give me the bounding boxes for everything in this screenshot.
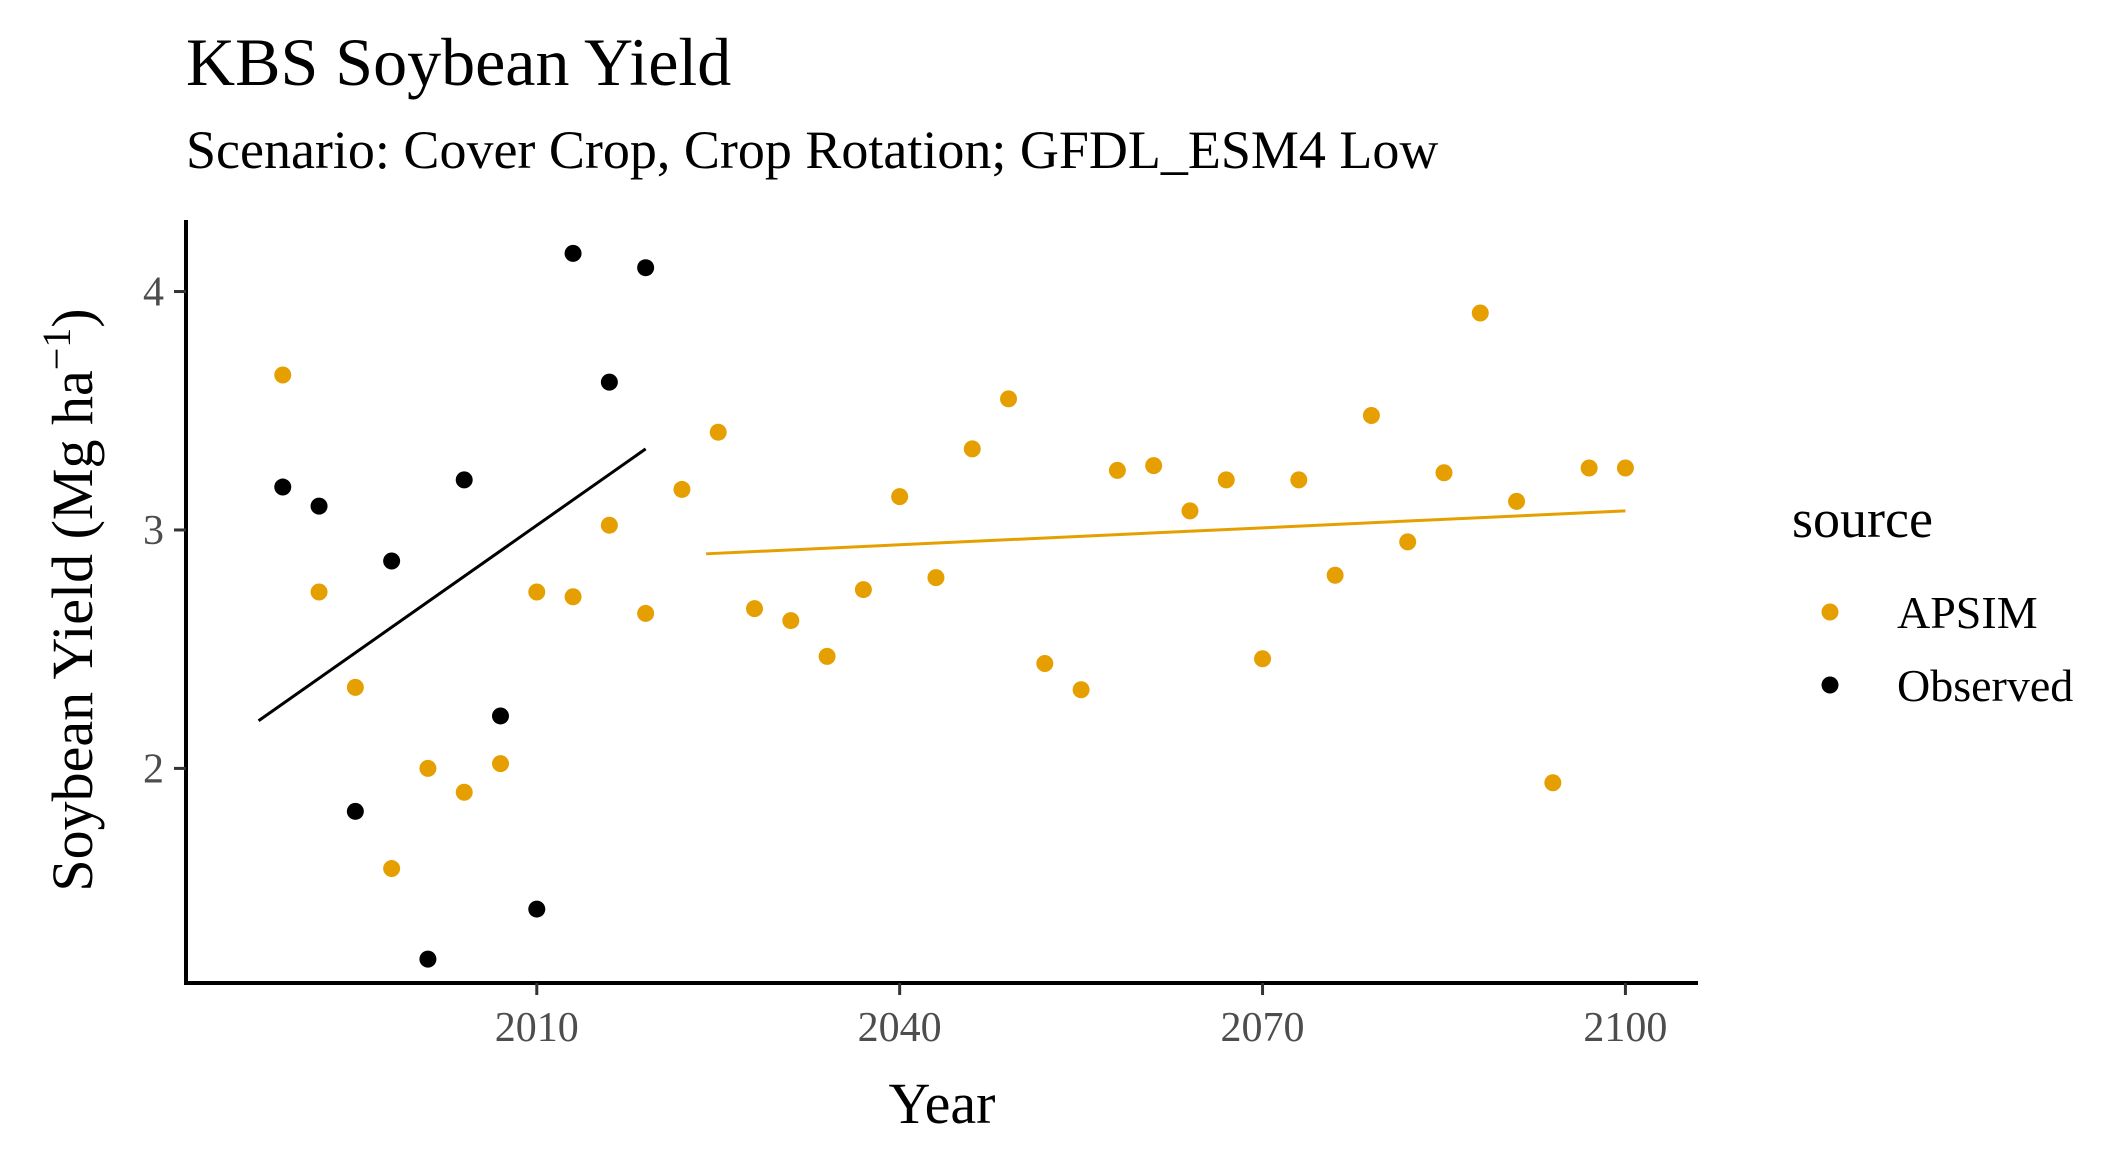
point-apsim	[491, 755, 509, 773]
point-apsim	[1544, 774, 1562, 792]
point-observed	[528, 900, 546, 918]
x-tick-label: 2010	[495, 1005, 579, 1051]
point-apsim	[1000, 390, 1018, 408]
y-axis-title-main: Soybean Yield (Mg ha	[40, 370, 105, 891]
point-apsim	[1145, 457, 1163, 475]
point-apsim	[564, 588, 582, 606]
point-apsim	[383, 860, 401, 878]
point-observed	[491, 707, 509, 725]
axis-ticks: 2010 2040 2070 2100 2 3 4	[143, 270, 1667, 1051]
point-apsim	[746, 600, 764, 618]
point-apsim	[274, 366, 292, 384]
legend-key-apsim	[1821, 603, 1839, 621]
chart-subtitle: Scenario: Cover Crop, Crop Rotation; GFD…	[186, 120, 1439, 180]
legend-title: source	[1792, 489, 1933, 549]
point-apsim	[927, 569, 945, 587]
point-observed	[346, 802, 364, 820]
point-apsim	[1072, 681, 1090, 699]
point-observed	[600, 373, 618, 391]
x-tick-label: 2070	[1221, 1005, 1305, 1051]
point-observed	[310, 497, 328, 515]
point-apsim	[1362, 407, 1380, 425]
point-observed	[383, 552, 401, 570]
legend: source APSIM Observed	[1792, 489, 2073, 711]
point-apsim	[455, 783, 473, 801]
y-tick-label: 4	[143, 270, 164, 316]
point-observed	[274, 478, 292, 496]
point-apsim	[310, 583, 328, 601]
point-apsim	[419, 759, 437, 777]
point-apsim	[346, 678, 364, 696]
point-apsim	[854, 581, 872, 599]
point-apsim	[637, 604, 655, 622]
point-apsim	[1580, 459, 1598, 477]
point-apsim	[782, 612, 800, 630]
point-observed	[455, 471, 473, 489]
point-apsim	[1254, 650, 1272, 668]
legend-key-observed	[1821, 676, 1839, 694]
point-apsim	[1290, 471, 1308, 489]
x-axis-title: Year	[889, 1071, 996, 1136]
x-tick-label: 2040	[858, 1005, 942, 1051]
y-axis-title-superscript: −1	[34, 328, 79, 371]
point-observed	[637, 259, 655, 277]
point-apsim	[1616, 459, 1634, 477]
point-observed	[564, 244, 582, 262]
x-tick-label: 2100	[1583, 1005, 1667, 1051]
point-apsim	[1108, 461, 1126, 479]
point-apsim	[891, 488, 909, 506]
trend-line-observed	[257, 447, 647, 722]
point-apsim	[600, 516, 618, 534]
point-apsim	[528, 583, 546, 601]
point-observed	[419, 950, 437, 968]
legend-label-observed: Observed	[1897, 660, 2073, 711]
chart-title: KBS Soybean Yield	[186, 24, 732, 100]
point-apsim	[1036, 654, 1054, 672]
point-apsim	[963, 440, 981, 458]
point-apsim	[1181, 502, 1199, 520]
point-apsim	[1508, 492, 1526, 510]
y-axis-title: Soybean Yield (Mg ha−1)	[34, 308, 105, 891]
y-axis-title-close: )	[40, 308, 105, 327]
point-apsim	[673, 480, 691, 498]
y-tick-label: 2	[143, 746, 164, 792]
point-apsim	[818, 647, 836, 665]
trend-line-apsim	[706, 509, 1626, 556]
point-apsim	[1217, 471, 1235, 489]
point-apsim	[709, 423, 727, 441]
point-apsim	[1326, 566, 1344, 584]
point-apsim	[1399, 533, 1417, 551]
plot-marks	[257, 244, 1634, 968]
point-apsim	[1471, 304, 1489, 322]
legend-label-apsim: APSIM	[1897, 587, 2038, 638]
point-apsim	[1435, 464, 1453, 482]
y-tick-label: 3	[143, 508, 164, 554]
